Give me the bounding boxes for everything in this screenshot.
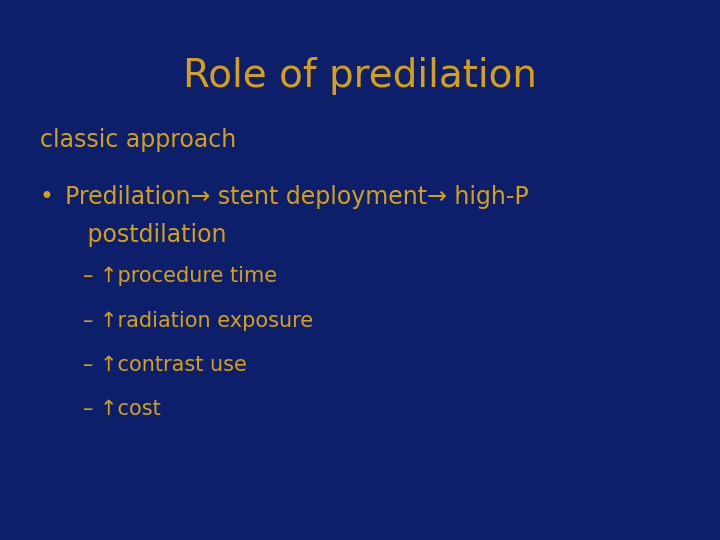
Text: – ↑cost: – ↑cost <box>83 399 161 420</box>
Text: Role of predilation: Role of predilation <box>183 57 537 94</box>
Text: classic approach: classic approach <box>40 129 236 152</box>
Text: – ↑radiation exposure: – ↑radiation exposure <box>83 310 313 331</box>
Text: – ↑contrast use: – ↑contrast use <box>83 355 247 375</box>
Text: – ↑procedure time: – ↑procedure time <box>83 266 277 287</box>
Text: Predilation→ stent deployment→ high-P: Predilation→ stent deployment→ high-P <box>65 185 528 209</box>
Text: postdilation: postdilation <box>65 223 226 247</box>
Text: •: • <box>40 185 53 209</box>
